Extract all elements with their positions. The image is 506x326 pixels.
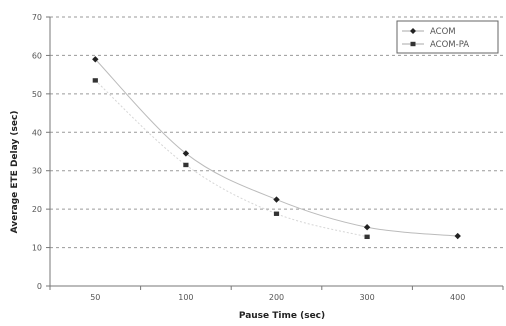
y-tick-label: 70	[32, 13, 42, 22]
x-tick-label: 400	[450, 293, 465, 302]
y-tick-label: 40	[32, 128, 42, 137]
x-tick-label: 300	[359, 293, 374, 302]
legend: ACOM ACOM-PA	[396, 20, 499, 54]
y-tick-labels: 0 10 20 30 40 50 60 70	[32, 13, 42, 291]
y-axis-title: Average ETE Delay (sec)	[10, 111, 20, 234]
data-point-acom	[363, 224, 371, 231]
data-point-acom	[273, 196, 280, 203]
data-point-acom	[92, 56, 99, 63]
x-tick-label: 50	[90, 293, 100, 302]
data-point-acom-pa	[364, 234, 370, 240]
y-tick-label: 10	[32, 244, 42, 253]
data-point-acom	[454, 232, 461, 240]
series-line-acom	[94, 58, 458, 237]
y-tick-label: 20	[32, 205, 42, 214]
y-tick-label: 0	[37, 282, 42, 291]
x-tick-label: 200	[269, 293, 284, 302]
data-point-acom-pa	[183, 162, 189, 168]
data-point-acom-pa	[92, 78, 98, 83]
series-layer	[92, 56, 461, 240]
legend-label-acom: ACOM	[430, 27, 456, 37]
x-axis-title: Pause Time (sec)	[239, 311, 325, 321]
legend-marker-acom	[410, 28, 416, 34]
legend-marker-acom-pa	[410, 41, 416, 47]
y-tick-label: 30	[32, 167, 42, 176]
legend-label-acom-pa: ACOM-PA	[430, 40, 469, 50]
legend-box	[396, 20, 499, 54]
data-point-acom	[182, 150, 190, 157]
data-point-acom-pa	[273, 211, 280, 216]
x-tick-labels: 50 100 200 300 400	[90, 293, 465, 302]
y-tick-label: 50	[32, 90, 42, 99]
axes	[46, 16, 504, 290]
x-tick-label: 100	[178, 293, 193, 302]
y-tick-label: 60	[32, 51, 42, 60]
